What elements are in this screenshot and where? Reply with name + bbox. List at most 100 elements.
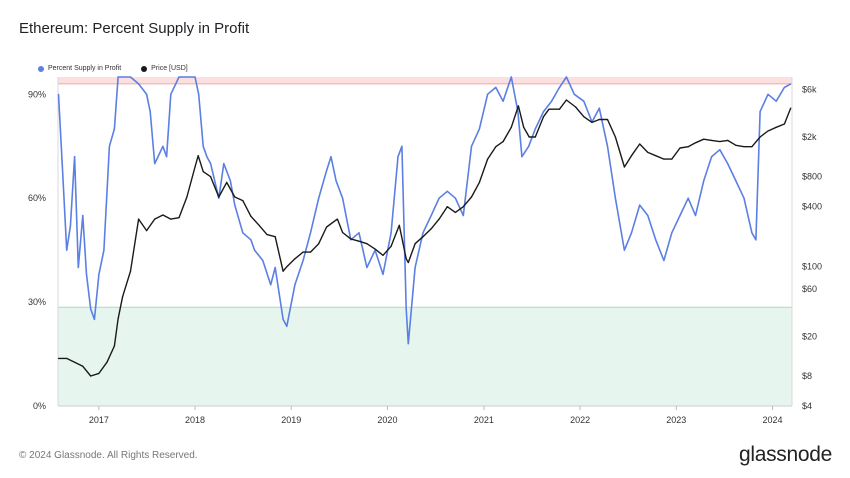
price-point [342,231,344,234]
price-point [486,158,489,160]
price-point [309,251,312,253]
price-point [510,126,512,128]
y-left-tick-label: 0% [33,401,46,411]
supply-point [495,86,497,88]
supply-point [583,100,585,102]
supply-point [270,284,272,286]
price-point [336,218,338,220]
price-point [194,166,196,168]
supply-point [517,111,519,113]
price-point [234,196,236,198]
supply-point [69,225,71,227]
supply-point [462,214,464,217]
supply-point [98,273,100,275]
price-point [145,230,148,232]
supply-point [149,111,151,113]
glassnode-logo[interactable]: glassnode [738,443,832,466]
price-point [209,176,212,178]
price-point [523,126,525,128]
price-point [548,108,550,110]
supply-point [209,162,212,165]
supply-point [61,162,63,165]
supply-point [639,204,641,206]
price-point [242,200,244,202]
price-point [226,181,228,184]
supply-point [165,156,168,158]
legend-item-supply[interactable]: Percent Supply in Profit [38,65,121,72]
band-oversold [58,307,792,406]
supply-point [438,197,440,199]
supply-point [390,232,392,234]
supply-point [309,232,312,234]
price-point [614,136,617,138]
y-right-tick-label: $6k [802,84,817,94]
supply-point [606,145,609,147]
axes-layer: 0% 30% 60% 90% $4 $8 $20 $60 $100 $400 $800 $2k $6k 2… [28,84,822,425]
supply-point [510,76,512,78]
x-tick-label: 2020 [377,415,397,425]
supply-point [186,76,188,78]
price-point [630,155,633,157]
supply-point [242,232,244,234]
price-point [606,118,609,121]
series-layer [57,76,792,377]
supply-point [229,180,231,182]
price-point [558,108,561,110]
y-left-tick-label: 90% [28,89,46,99]
price-point [751,146,753,148]
price-point [422,236,424,238]
price-point [197,155,199,157]
price-point [528,136,530,138]
supply-point [663,259,665,262]
supply-point [623,249,625,251]
supply-point [521,156,523,158]
price-point [775,126,777,128]
price-point [759,136,761,138]
supply-point [85,273,88,275]
y-right-tick-label: $4 [802,401,812,411]
supply-point [719,149,721,151]
price-point [398,224,400,226]
supply-point [565,76,567,78]
price-point [502,140,504,143]
y-right-tick-label: $60 [802,284,817,294]
price-point [719,140,721,143]
supply-point [790,83,792,85]
supply-point [598,107,600,109]
price-point [74,361,76,363]
supply-point [454,197,457,199]
supply-point [250,239,252,241]
supply-point [542,111,545,113]
supply-point [57,93,60,95]
y-left-tick-label: 60% [28,193,46,203]
supply-point [401,145,403,147]
price-point [711,139,713,141]
supply-point [775,100,777,102]
x-tick-label: 2024 [762,415,782,425]
price-point [90,375,92,377]
price-point [274,236,276,238]
supply-point [77,266,79,269]
legend-item-price[interactable]: Price [USD] [141,65,188,72]
price-point [258,224,260,226]
supply-point [366,266,368,269]
grid-layer [57,77,793,407]
price-point [286,266,288,268]
supply-point [382,273,384,275]
price-point [129,270,132,272]
y-right-tick-label: $100 [802,262,822,272]
price-point [382,254,384,256]
price-point [282,270,284,272]
supply-point [325,169,328,172]
series-line-supply-in-profit [57,76,792,345]
supply-point [783,86,785,88]
price-point [743,146,745,148]
price-point [454,211,457,214]
supply-point [66,249,68,251]
supply-point [342,197,344,199]
price-point [517,105,520,107]
price-point [767,130,769,132]
y-right-tick-label: $400 [802,202,822,212]
legend: Percent Supply in Profit Price [USD] [38,65,208,72]
supply-point [145,93,148,95]
